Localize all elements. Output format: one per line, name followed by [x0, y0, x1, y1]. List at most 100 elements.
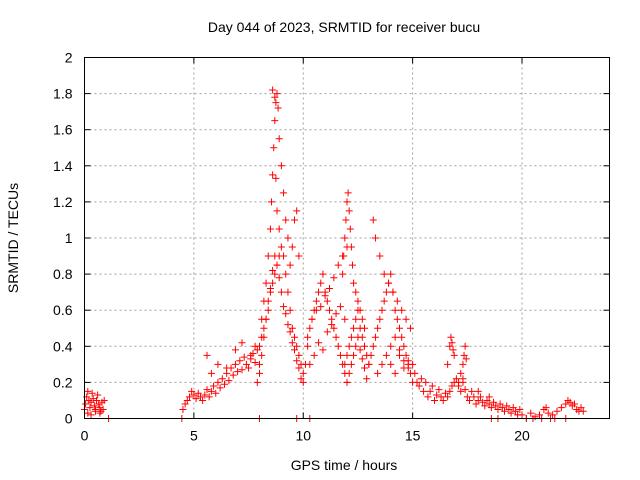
data-point — [437, 393, 445, 401]
data-point — [391, 306, 399, 314]
data-point — [87, 398, 95, 406]
data-point — [498, 404, 506, 412]
data-point — [317, 279, 325, 287]
data-point — [271, 117, 279, 125]
data-point — [336, 303, 344, 311]
x-tick-label: 10 — [295, 428, 311, 444]
data-point — [455, 378, 463, 386]
data-point — [277, 162, 285, 170]
data-point — [240, 353, 248, 361]
data-point — [253, 346, 261, 354]
data-point — [312, 306, 320, 314]
data-point — [382, 351, 390, 359]
data-point — [485, 393, 493, 401]
data-point — [361, 364, 368, 372]
data-point — [269, 171, 277, 179]
y-tick-label: 0.4 — [53, 338, 73, 354]
data-point — [308, 315, 316, 323]
data-point — [260, 324, 268, 332]
data-point — [190, 391, 198, 399]
data-point — [271, 270, 279, 278]
y-tick-label: 0.8 — [53, 266, 73, 282]
data-point — [509, 404, 517, 412]
data-point — [424, 393, 432, 401]
data-point — [282, 216, 290, 224]
data-point — [269, 86, 277, 94]
data-point — [188, 387, 196, 395]
data-point — [312, 297, 320, 305]
data-point — [487, 404, 495, 412]
data-point — [387, 270, 395, 278]
data-point — [272, 174, 280, 182]
tick-labels: 00.20.40.60.811.21.41.61.820 5 10 15 20 — [53, 50, 610, 444]
data-point — [466, 396, 473, 404]
data-point — [387, 360, 395, 368]
data-point — [404, 357, 412, 365]
data-point — [339, 270, 347, 278]
data-point — [341, 234, 349, 242]
data-point — [264, 306, 272, 314]
data-point — [269, 266, 277, 274]
data-point — [212, 389, 220, 397]
data-point — [242, 360, 250, 368]
data-point — [343, 198, 351, 206]
data-point — [352, 315, 360, 323]
data-point — [297, 375, 305, 383]
data-point — [549, 411, 557, 419]
data-point — [256, 360, 263, 368]
data-point — [483, 396, 491, 404]
data-point — [380, 270, 388, 278]
data-point — [286, 261, 294, 269]
data-point — [288, 243, 296, 251]
data-points — [81, 86, 587, 422]
data-point — [274, 104, 282, 112]
data-point — [470, 393, 478, 401]
data-point — [553, 407, 561, 415]
data-point — [214, 360, 222, 368]
data-point — [95, 400, 103, 408]
y-axis-label: SRMTID / TECUs — [5, 183, 21, 293]
y-tick-label: 1.2 — [53, 194, 73, 210]
data-point — [485, 400, 493, 408]
data-point — [391, 333, 399, 341]
data-point — [433, 391, 441, 399]
data-point — [84, 387, 92, 395]
data-point — [358, 355, 366, 363]
data-point — [341, 315, 349, 323]
data-point — [363, 375, 371, 383]
data-point — [231, 346, 239, 354]
data-point — [448, 382, 456, 390]
data-point — [516, 405, 524, 413]
data-point — [284, 234, 292, 242]
data-point — [347, 360, 355, 368]
data-point — [444, 360, 452, 368]
data-point — [542, 404, 550, 412]
data-point — [332, 310, 340, 318]
data-point — [496, 400, 504, 408]
data-point — [299, 378, 307, 386]
data-point — [251, 359, 259, 367]
data-point — [507, 409, 515, 417]
data-point — [417, 375, 425, 383]
data-point — [463, 393, 471, 401]
data-point — [326, 306, 333, 314]
data-point — [256, 342, 263, 350]
data-point — [518, 411, 526, 419]
data-point — [398, 306, 406, 314]
data-point — [374, 324, 382, 332]
data-point — [347, 333, 355, 341]
data-point — [280, 303, 288, 311]
data-point — [352, 288, 360, 296]
data-point — [291, 346, 298, 354]
data-point — [347, 243, 355, 251]
data-point — [449, 346, 457, 354]
data-point — [288, 324, 296, 332]
data-point — [371, 234, 379, 242]
data-point — [501, 407, 508, 415]
data-point — [293, 207, 301, 215]
data-point — [435, 386, 443, 394]
data-point — [387, 342, 395, 350]
data-point — [295, 252, 303, 260]
data-point — [90, 402, 98, 410]
